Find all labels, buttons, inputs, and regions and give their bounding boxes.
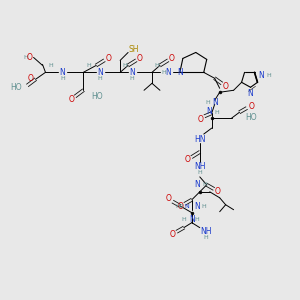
Text: N: N (98, 68, 103, 77)
Text: H: H (214, 110, 219, 115)
Text: N: N (259, 71, 264, 80)
Text: H: H (23, 55, 28, 60)
Text: H: H (201, 204, 206, 209)
Text: O: O (185, 155, 191, 164)
Text: HO: HO (91, 92, 103, 101)
Text: N: N (194, 180, 200, 189)
Text: H2: H2 (176, 204, 184, 209)
Text: H: H (182, 217, 186, 222)
Text: O: O (27, 53, 32, 62)
Text: H: H (197, 170, 202, 175)
Text: N: N (129, 68, 135, 77)
Text: H: H (162, 70, 166, 75)
Text: N: N (177, 68, 183, 77)
Text: H: H (202, 182, 207, 187)
Text: N: N (212, 98, 218, 107)
Text: O: O (105, 54, 111, 63)
Text: N: N (184, 204, 189, 209)
Text: H: H (203, 235, 208, 240)
Text: H: H (60, 76, 65, 81)
Text: N: N (189, 215, 195, 224)
Text: NH: NH (194, 162, 206, 171)
Text: HO: HO (10, 83, 22, 92)
Text: H: H (123, 63, 128, 68)
Text: HO: HO (246, 113, 257, 122)
Text: HN: HN (194, 135, 206, 144)
Text: N: N (165, 68, 171, 77)
Text: H: H (86, 63, 91, 68)
Text: O: O (28, 74, 34, 83)
Text: O: O (215, 187, 220, 196)
Text: NH: NH (200, 227, 212, 236)
Text: N: N (248, 89, 254, 98)
Text: H: H (194, 217, 199, 222)
Text: O: O (223, 82, 229, 91)
Text: N: N (206, 107, 211, 116)
Text: O: O (198, 115, 204, 124)
Text: O: O (166, 194, 172, 203)
Text: N: N (194, 202, 200, 211)
Text: O: O (178, 202, 184, 211)
Text: H: H (130, 76, 134, 81)
Text: O: O (68, 95, 74, 104)
Text: O: O (170, 230, 176, 239)
Text: H: H (206, 100, 210, 105)
Text: H: H (98, 76, 103, 81)
Text: N: N (59, 68, 65, 77)
Text: H: H (266, 73, 271, 78)
Text: H: H (154, 63, 159, 68)
Text: H: H (48, 63, 53, 68)
Text: O: O (169, 54, 175, 63)
Text: O: O (249, 102, 254, 111)
Text: O: O (137, 54, 143, 63)
Text: SH: SH (129, 45, 139, 54)
